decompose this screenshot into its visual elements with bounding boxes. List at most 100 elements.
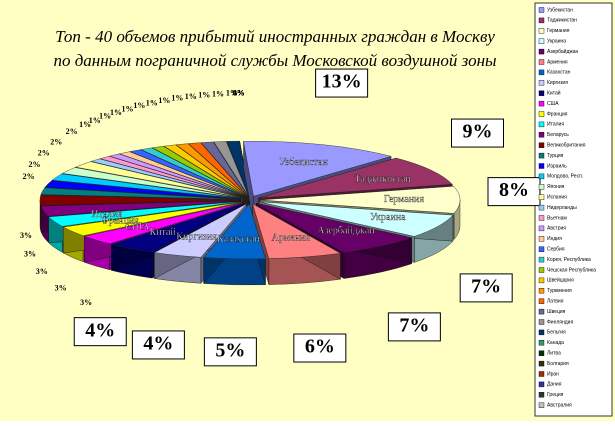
slice: [203, 203, 266, 260]
legend-label: Таджикистан: [547, 18, 577, 24]
slice: [129, 149, 245, 197]
legend-swatch: [538, 392, 545, 398]
legend-label: Италия: [547, 122, 564, 128]
legend-swatch: [538, 38, 545, 44]
legend-swatch: [538, 246, 545, 252]
legend-label: Бельгия: [547, 330, 566, 336]
legend-swatch: [538, 59, 545, 65]
legend-label: Япония: [547, 184, 565, 190]
value-label: 1%: [171, 94, 183, 103]
slice-name: Украина: [370, 212, 406, 223]
legend-swatch: [538, 298, 545, 304]
slice: [151, 146, 246, 197]
slice: [256, 202, 413, 253]
slice: [51, 173, 241, 199]
slice: [110, 203, 245, 253]
legend-label: Корея, Республика: [547, 257, 591, 263]
slice-name: Таджикистан: [354, 174, 411, 185]
legend-swatch: [538, 28, 545, 34]
value-label: 2%: [66, 127, 78, 136]
slice-name: Франция: [101, 215, 139, 226]
slice: [40, 187, 241, 200]
legend-swatch: [538, 121, 545, 128]
value-label: 0%: [233, 88, 245, 97]
value-label: 1%: [158, 96, 170, 105]
value-label: 9%: [462, 121, 492, 143]
value-label: 1%: [89, 116, 101, 125]
legend-label: Швейцария: [547, 277, 574, 284]
legend-swatch: [538, 111, 545, 117]
legend-label: Австралия: [547, 403, 572, 409]
legend-box: [534, 2, 613, 417]
legend-swatch: [538, 371, 545, 377]
legend-swatch: [538, 319, 545, 325]
slice: [226, 140, 250, 197]
value-label: 0%: [233, 88, 245, 97]
value-label: 1%: [185, 92, 197, 101]
value-label-box: [487, 177, 541, 207]
slice-name: Узбекистан: [279, 157, 328, 168]
value-label: 7%: [471, 275, 501, 297]
legend-label: Туркмения: [547, 288, 572, 294]
slice: [40, 200, 241, 217]
legend-swatch: [538, 69, 545, 76]
slice: [259, 186, 461, 214]
legend-swatch: [538, 256, 545, 263]
legend-label: Израиль: [547, 163, 567, 169]
legend-swatch: [538, 402, 545, 408]
value-label-box: [293, 333, 347, 363]
legend-label: Швеция: [547, 309, 566, 315]
legend-swatch: [538, 236, 545, 242]
value-label: 1%: [121, 104, 133, 113]
slice-name: Казахстан: [217, 234, 260, 245]
pie: 13% Узбекистан 9% Таджикистан 8% Германия 7% Ук…: [20, 68, 541, 367]
legend-swatch: [538, 277, 545, 284]
legend-label: Нидерланды: [547, 205, 577, 211]
legend-swatch: [538, 340, 545, 346]
legend-label: Узбекистан: [547, 7, 573, 13]
legend-swatch: [538, 288, 545, 294]
legend-swatch: [538, 308, 545, 315]
legend-swatch: [538, 184, 545, 190]
legend-swatch: [538, 173, 545, 180]
legend-label: Канада: [547, 340, 564, 346]
value-label-box: [73, 317, 127, 347]
legend-swatch: [538, 142, 545, 148]
legend-swatch: [538, 204, 545, 211]
value-label: 0%: [233, 88, 245, 97]
legend-label: Иран: [547, 371, 559, 377]
value-label-box: [459, 273, 513, 303]
legend-label: Испания: [547, 195, 567, 201]
legend-swatch: [538, 152, 545, 159]
slice-name: Армения: [272, 232, 311, 243]
value-label-box: [203, 337, 257, 367]
legend-label: Азербайджан: [547, 48, 578, 55]
legend-swatch: [538, 17, 545, 24]
value-label: 0%: [233, 88, 245, 97]
legend-label: Казахстан: [547, 70, 571, 76]
slice: [74, 161, 243, 198]
legend-swatch: [538, 194, 545, 200]
value-label: 1%: [133, 101, 145, 110]
value-label-box: [450, 118, 504, 148]
value-label: 3%: [24, 249, 36, 258]
value-label: 1%: [110, 108, 122, 117]
value-label: 8%: [499, 179, 529, 201]
chart-title: Топ - 40 объемов прибытий иностранных гр…: [55, 27, 495, 46]
legend-label: Киргизия: [547, 80, 568, 86]
legend-label: Украина: [547, 39, 566, 45]
legend-label: Вьетнам: [547, 215, 567, 221]
slice: [90, 158, 243, 198]
slice: [48, 201, 241, 227]
value-label: 1%: [226, 89, 238, 98]
legend-swatch: [538, 48, 545, 55]
legend-label: Германия: [547, 28, 570, 34]
slice: [118, 151, 245, 197]
legend-label: Китай: [547, 90, 561, 97]
slice-name: Германия: [384, 194, 425, 205]
slice-name: Азербайджан: [317, 225, 375, 236]
legend-swatch: [538, 329, 545, 336]
legend-swatch: [538, 163, 545, 169]
value-label: 2%: [23, 172, 35, 181]
